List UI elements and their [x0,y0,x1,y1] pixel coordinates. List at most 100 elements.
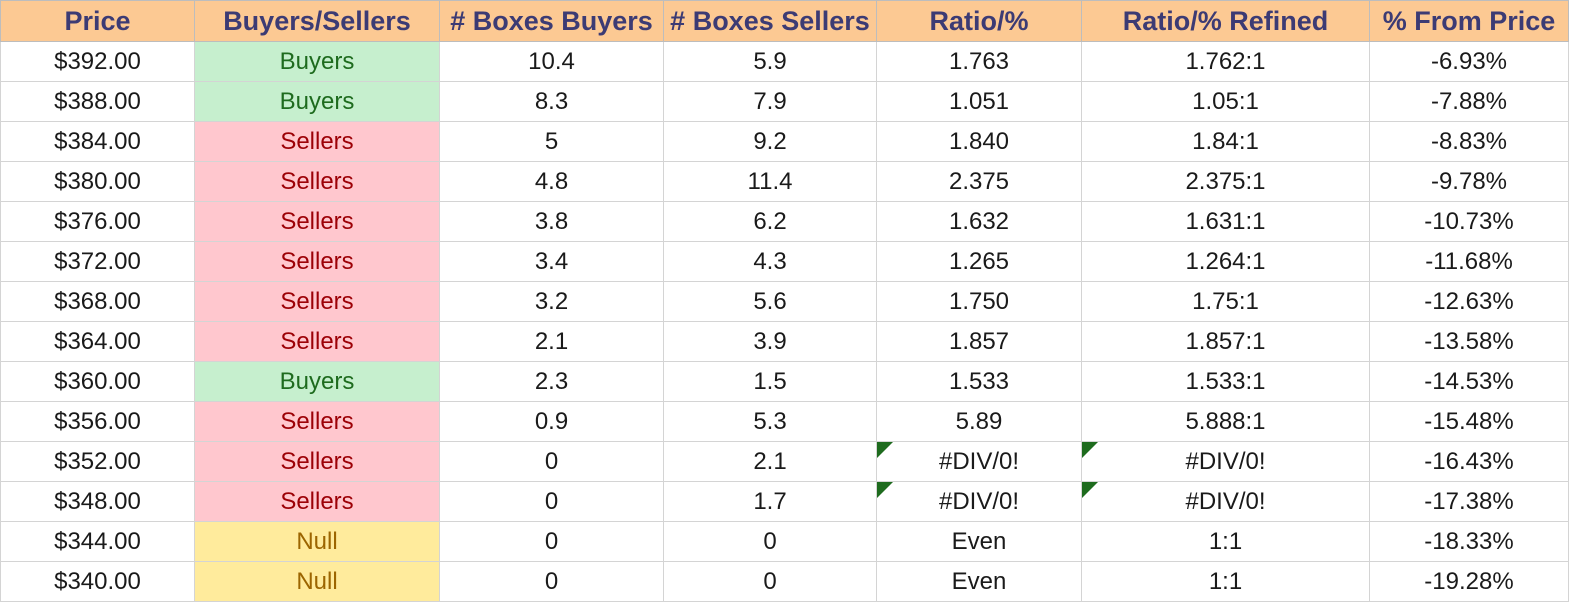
boxes-sellers-cell[interactable]: 5.9 [663,41,877,82]
pct-from-price-cell[interactable]: -9.78% [1369,161,1569,202]
pct-from-price-cell[interactable]: -8.83% [1369,121,1569,162]
side-cell[interactable]: Null [194,561,440,602]
ratio-refined-cell[interactable]: 1.533:1 [1081,361,1370,402]
column-header-boxes-buyers[interactable]: # Boxes Buyers [439,0,664,42]
ratio-cell[interactable]: #DIV/0! [876,441,1082,482]
ratio-cell[interactable]: 1.533 [876,361,1082,402]
pct-from-price-cell[interactable]: -17.38% [1369,481,1569,522]
side-cell[interactable]: Null [194,521,440,562]
side-cell[interactable]: Sellers [194,441,440,482]
ratio-cell[interactable]: Even [876,521,1082,562]
boxes-buyers-cell[interactable]: 8.3 [439,81,664,122]
boxes-sellers-cell[interactable]: 3.9 [663,321,877,362]
column-header-boxes-sellers[interactable]: # Boxes Sellers [663,0,877,42]
price-cell[interactable]: $380.00 [0,161,195,202]
pct-from-price-cell[interactable]: -13.58% [1369,321,1569,362]
boxes-sellers-cell[interactable]: 1.7 [663,481,877,522]
price-cell[interactable]: $360.00 [0,361,195,402]
ratio-refined-cell[interactable]: 5.888:1 [1081,401,1370,442]
pct-from-price-cell[interactable]: -11.68% [1369,241,1569,282]
column-header-ratio[interactable]: Ratio/% [876,0,1082,42]
ratio-cell[interactable]: Even [876,561,1082,602]
boxes-buyers-cell[interactable]: 2.3 [439,361,664,402]
pct-from-price-cell[interactable]: -10.73% [1369,201,1569,242]
price-cell[interactable]: $368.00 [0,281,195,322]
ratio-cell[interactable]: 5.89 [876,401,1082,442]
boxes-sellers-cell[interactable]: 1.5 [663,361,877,402]
ratio-cell[interactable]: 2.375 [876,161,1082,202]
side-cell[interactable]: Buyers [194,41,440,82]
pct-from-price-cell[interactable]: -14.53% [1369,361,1569,402]
ratio-refined-cell[interactable]: 1.75:1 [1081,281,1370,322]
ratio-cell[interactable]: 1.632 [876,201,1082,242]
ratio-refined-cell[interactable]: 1.631:1 [1081,201,1370,242]
column-header-price[interactable]: Price [0,0,195,42]
boxes-buyers-cell[interactable]: 4.8 [439,161,664,202]
price-cell[interactable]: $356.00 [0,401,195,442]
side-cell[interactable]: Sellers [194,481,440,522]
side-cell[interactable]: Sellers [194,161,440,202]
ratio-refined-cell[interactable]: 1.857:1 [1081,321,1370,362]
side-cell[interactable]: Sellers [194,201,440,242]
ratio-refined-cell[interactable]: 1.84:1 [1081,121,1370,162]
boxes-sellers-cell[interactable]: 4.3 [663,241,877,282]
side-cell[interactable]: Sellers [194,321,440,362]
ratio-cell[interactable]: 1.840 [876,121,1082,162]
side-cell[interactable]: Sellers [194,241,440,282]
boxes-buyers-cell[interactable]: 10.4 [439,41,664,82]
ratio-refined-cell[interactable]: 1:1 [1081,521,1370,562]
ratio-refined-cell[interactable]: 1.264:1 [1081,241,1370,282]
price-cell[interactable]: $352.00 [0,441,195,482]
boxes-sellers-cell[interactable]: 0 [663,561,877,602]
ratio-refined-cell[interactable]: #DIV/0! [1081,481,1370,522]
side-cell[interactable]: Sellers [194,121,440,162]
boxes-buyers-cell[interactable]: 3.2 [439,281,664,322]
boxes-buyers-cell[interactable]: 5 [439,121,664,162]
ratio-refined-cell[interactable]: 1:1 [1081,561,1370,602]
boxes-buyers-cell[interactable]: 3.4 [439,241,664,282]
boxes-buyers-cell[interactable]: 0 [439,561,664,602]
price-cell[interactable]: $344.00 [0,521,195,562]
ratio-cell[interactable]: 1.857 [876,321,1082,362]
pct-from-price-cell[interactable]: -6.93% [1369,41,1569,82]
price-cell[interactable]: $372.00 [0,241,195,282]
price-cell[interactable]: $364.00 [0,321,195,362]
boxes-buyers-cell[interactable]: 0 [439,441,664,482]
boxes-sellers-cell[interactable]: 5.3 [663,401,877,442]
ratio-refined-cell[interactable]: 2.375:1 [1081,161,1370,202]
price-cell[interactable]: $384.00 [0,121,195,162]
price-cell[interactable]: $376.00 [0,201,195,242]
column-header-pct-from-price[interactable]: % From Price [1369,0,1569,42]
price-cell[interactable]: $340.00 [0,561,195,602]
pct-from-price-cell[interactable]: -16.43% [1369,441,1569,482]
ratio-cell[interactable]: #DIV/0! [876,481,1082,522]
boxes-sellers-cell[interactable]: 2.1 [663,441,877,482]
ratio-cell[interactable]: 1.750 [876,281,1082,322]
pct-from-price-cell[interactable]: -12.63% [1369,281,1569,322]
ratio-refined-cell[interactable]: 1.05:1 [1081,81,1370,122]
price-cell[interactable]: $348.00 [0,481,195,522]
column-header-buyers-sellers[interactable]: Buyers/Sellers [194,0,440,42]
side-cell[interactable]: Sellers [194,401,440,442]
ratio-cell[interactable]: 1.265 [876,241,1082,282]
pct-from-price-cell[interactable]: -15.48% [1369,401,1569,442]
boxes-sellers-cell[interactable]: 0 [663,521,877,562]
ratio-cell[interactable]: 1.763 [876,41,1082,82]
price-cell[interactable]: $392.00 [0,41,195,82]
ratio-refined-cell[interactable]: #DIV/0! [1081,441,1370,482]
boxes-sellers-cell[interactable]: 11.4 [663,161,877,202]
side-cell[interactable]: Buyers [194,81,440,122]
boxes-buyers-cell[interactable]: 2.1 [439,321,664,362]
boxes-buyers-cell[interactable]: 0 [439,521,664,562]
boxes-buyers-cell[interactable]: 3.8 [439,201,664,242]
pct-from-price-cell[interactable]: -19.28% [1369,561,1569,602]
column-header-ratio-refined[interactable]: Ratio/% Refined [1081,0,1370,42]
side-cell[interactable]: Buyers [194,361,440,402]
boxes-sellers-cell[interactable]: 5.6 [663,281,877,322]
pct-from-price-cell[interactable]: -7.88% [1369,81,1569,122]
pct-from-price-cell[interactable]: -18.33% [1369,521,1569,562]
boxes-buyers-cell[interactable]: 0.9 [439,401,664,442]
boxes-buyers-cell[interactable]: 0 [439,481,664,522]
price-cell[interactable]: $388.00 [0,81,195,122]
boxes-sellers-cell[interactable]: 6.2 [663,201,877,242]
